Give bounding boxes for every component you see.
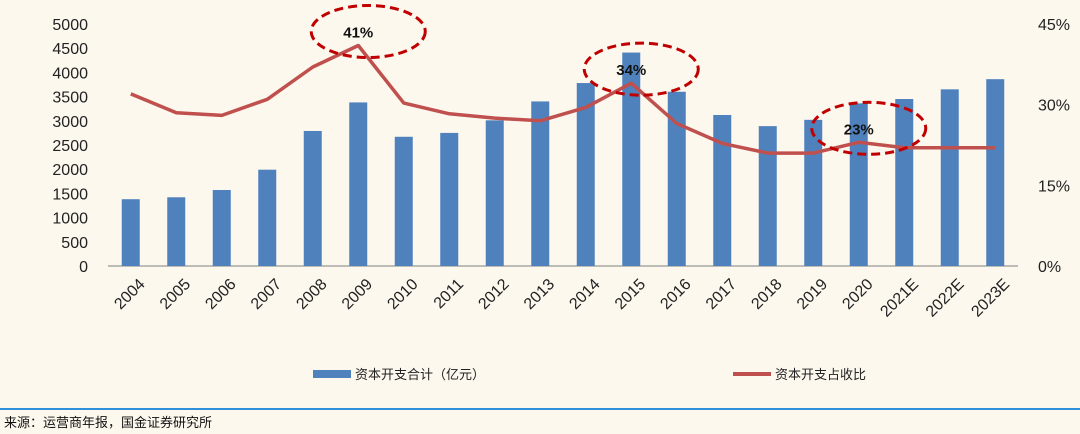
x-tick-label: 2018: [748, 276, 785, 313]
y-left-tick-label: 2000: [52, 162, 88, 179]
annotation-label: 41%: [343, 25, 373, 42]
x-tick-label: 2015: [612, 276, 649, 313]
y-left-tick-label: 3000: [52, 114, 88, 131]
bar: [986, 79, 1005, 267]
bar: [349, 102, 368, 267]
x-tick-label: 2007: [248, 276, 285, 313]
x-tick-label: 2017: [703, 276, 740, 313]
bar: [667, 91, 686, 266]
x-tick-label: 2010: [384, 276, 421, 313]
x-tick-label: 2008: [293, 276, 330, 313]
y-left-tick-label: 2500: [52, 138, 88, 155]
bar: [212, 190, 231, 266]
ratio-line: [130, 43, 996, 155]
bar: [167, 197, 186, 266]
source-note: 来源：运营商年报，国金证券研究所: [4, 416, 213, 431]
bar: [576, 83, 595, 266]
x-tick-label: 2023E: [968, 276, 1013, 321]
x-tick-label: 2009: [339, 276, 376, 313]
y-right-tick-label: 15%: [1038, 178, 1070, 195]
axes: 0 500 1000 1500 2000 2500 3000 3500 4000 4500 5000…: [52, 17, 1070, 321]
annotation-ellipse: [582, 41, 700, 97]
y-left-tick-label: 0: [79, 259, 88, 276]
bar: [485, 120, 504, 266]
bar: [121, 199, 140, 266]
source-divider: [0, 408, 1080, 410]
x-tick-label: 2014: [566, 276, 603, 313]
x-tick-label: 2016: [657, 276, 694, 313]
x-tick-label: 2006: [202, 276, 239, 313]
y-left-tick-label: 1500: [52, 186, 88, 203]
bar: [895, 99, 914, 267]
bar: [531, 101, 550, 266]
legend: 资本开支合计（亿元） 资本开支占收比: [313, 368, 866, 383]
bar: [303, 130, 322, 266]
x-tick-label: 2011: [431, 276, 467, 312]
legend-line-label: 资本开支占收比: [775, 368, 866, 383]
bar: [258, 169, 277, 266]
y-left-tick-label: 500: [61, 235, 88, 252]
x-tick-label: 2021E: [877, 276, 922, 321]
bar: [440, 132, 459, 266]
y-right-tick-label: 30%: [1038, 98, 1070, 115]
annotation-label: 34%: [616, 62, 646, 79]
annotation-label: 23%: [844, 121, 874, 138]
bar-series: [121, 52, 1005, 267]
x-tick-label: 2022E: [923, 276, 968, 321]
bar: [713, 114, 732, 266]
annotation-ellipse: [810, 100, 928, 156]
line-series: [130, 43, 996, 155]
annotations: 41% 34% 23%: [309, 4, 928, 156]
bar: [804, 119, 823, 266]
x-tick-label: 2004: [111, 276, 148, 313]
y-left-tick-label: 4000: [52, 65, 88, 82]
x-tick-label: 2020: [839, 276, 876, 313]
y-left-tick-label: 1000: [52, 211, 88, 228]
legend-bar-swatch: [313, 370, 351, 378]
x-tick-label: 2013: [521, 276, 558, 313]
y-right-tick-label: 0%: [1038, 259, 1061, 276]
x-tick-label: 2012: [475, 276, 512, 313]
bar: [394, 136, 413, 266]
bar: [940, 89, 959, 266]
x-tick-label: 2005: [157, 276, 194, 313]
bar: [758, 126, 777, 267]
annotation-ellipse: [309, 4, 427, 60]
y-left-tick-label: 4500: [52, 41, 88, 58]
y-right-tick-label: 45%: [1038, 17, 1070, 34]
legend-bar-label: 资本开支合计（亿元）: [355, 368, 485, 383]
y-left-tick-label: 5000: [52, 17, 88, 34]
bar: [622, 52, 641, 266]
y-left-tick-label: 3500: [52, 90, 88, 107]
x-tick-label: 2019: [794, 276, 831, 313]
